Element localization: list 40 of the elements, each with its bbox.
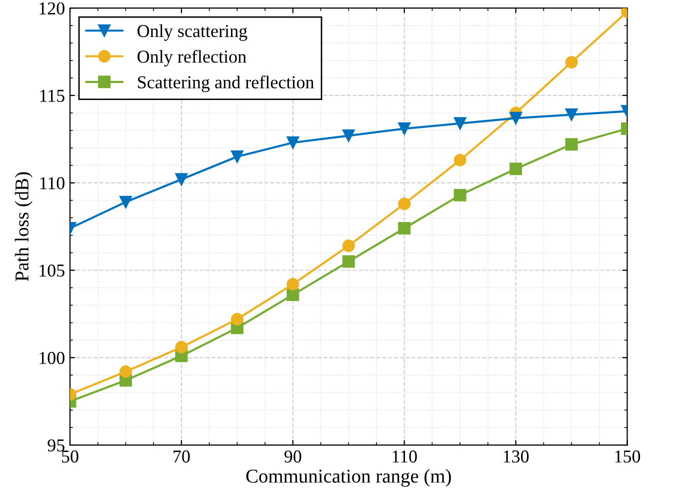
x-tick-label: 90 [284, 450, 302, 463]
x-axis-title: Communication range (m) [246, 469, 451, 487]
point [565, 108, 578, 121]
legend-label: Only scattering [138, 24, 248, 41]
point [454, 188, 466, 202]
point [342, 255, 355, 268]
point [454, 117, 466, 130]
x-tick-label: 50 [62, 450, 78, 463]
point [510, 112, 522, 124]
point [230, 312, 244, 326]
legend-label: Scattering and reflection [138, 76, 314, 92]
x-tick-label: 150 [615, 450, 640, 463]
x-tick-label: 110 [392, 450, 417, 463]
legend-label: Only reflection [138, 50, 246, 66]
point [286, 288, 300, 301]
point [454, 154, 466, 166]
point [175, 340, 188, 354]
y-tick-label: 120 [40, 2, 64, 15]
point [565, 56, 578, 68]
y-tick-label: 105 [40, 264, 64, 277]
point [565, 138, 578, 151]
x-tick-label: 70 [174, 450, 190, 463]
y-tick-label: 95 [48, 439, 64, 452]
point [119, 196, 132, 208]
point [119, 365, 132, 378]
y-tick-label: 110 [40, 177, 64, 190]
point [342, 129, 355, 142]
point [230, 150, 244, 163]
point [286, 278, 300, 290]
point [175, 173, 188, 186]
point [398, 198, 411, 210]
x-tick-label: 130 [504, 450, 529, 463]
point [398, 122, 411, 135]
y-tick-label: 115 [40, 90, 64, 102]
point [342, 240, 355, 252]
point [398, 222, 411, 235]
point [510, 162, 522, 176]
y-tick-label: 100 [40, 352, 64, 364]
y-axis-title: Path loss (dB) [14, 172, 32, 282]
point [286, 136, 300, 149]
